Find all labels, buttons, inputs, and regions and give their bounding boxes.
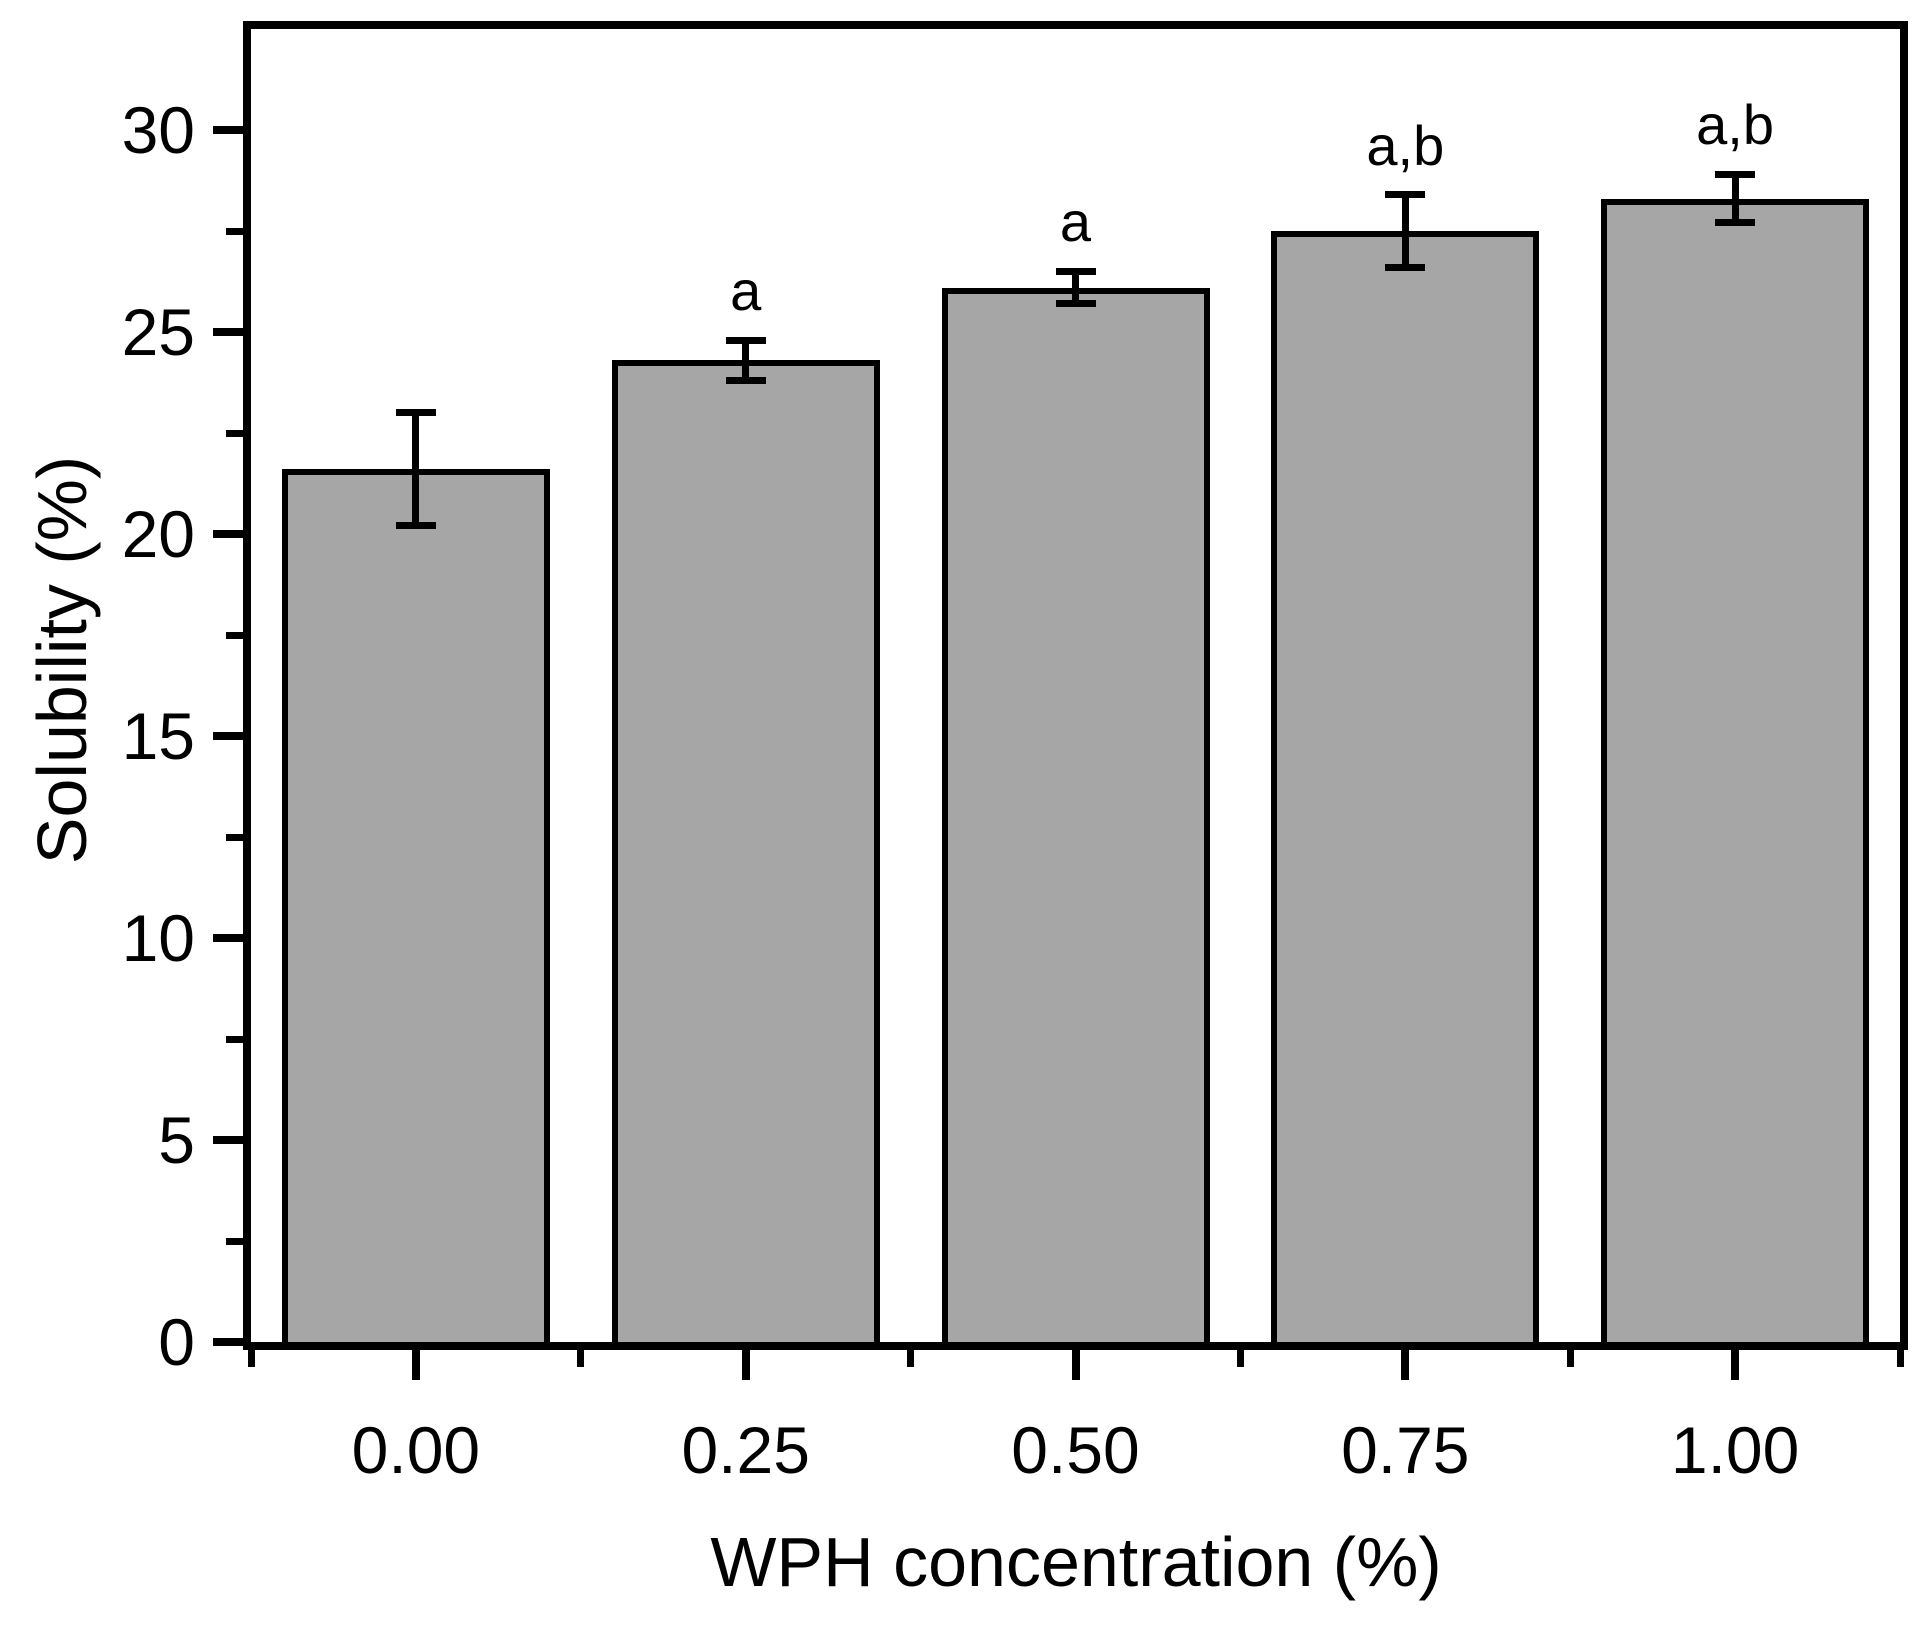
error-bar-bottom-cap	[395, 522, 436, 530]
x-minor-tick	[1566, 1342, 1574, 1367]
error-bar-bottom-cap	[725, 376, 766, 384]
y-minor-tick	[226, 429, 243, 437]
significance-label: a,b	[1366, 113, 1445, 177]
y-tick-label: 25	[121, 295, 195, 369]
x-minor-tick	[247, 1342, 255, 1367]
x-major-tick	[741, 1342, 750, 1380]
x-tick-label: 0.25	[681, 1413, 810, 1487]
y-minor-tick	[226, 833, 243, 841]
y-major-tick	[213, 1338, 243, 1346]
y-major-tick	[213, 732, 243, 740]
x-tick-label: 0.75	[1341, 1413, 1470, 1487]
error-bar-top-cap	[1385, 191, 1426, 199]
significance-label: a	[730, 259, 762, 323]
x-minor-tick	[577, 1342, 585, 1367]
y-tick-label: 15	[121, 699, 195, 773]
x-major-tick	[1401, 1342, 1410, 1380]
y-tick-label: 20	[121, 497, 195, 571]
y-minor-tick	[226, 1237, 243, 1245]
x-major-tick	[1071, 1342, 1080, 1380]
error-bar-line	[742, 340, 750, 381]
x-minor-tick	[1896, 1342, 1904, 1367]
error-bar-line	[412, 412, 420, 526]
y-major-tick	[213, 328, 243, 336]
x-major-tick	[411, 1342, 420, 1380]
error-bar-top-cap	[1055, 267, 1096, 275]
y-tick-label: 30	[121, 93, 195, 167]
x-axis-title: WPH concentration (%)	[710, 1523, 1442, 1601]
bar-0.50	[941, 287, 1210, 1342]
x-tick-label: 0.00	[351, 1413, 481, 1487]
x-tick-label: 1.00	[1670, 1413, 1800, 1487]
bar-0.25	[611, 360, 880, 1342]
y-major-tick	[213, 530, 243, 538]
y-tick-label: 0	[158, 1305, 195, 1379]
bar-1.00	[1601, 198, 1870, 1342]
x-minor-tick	[1236, 1342, 1244, 1367]
error-bar-line	[1072, 271, 1079, 304]
error-bar-line	[1401, 194, 1409, 268]
y-major-tick	[213, 1136, 243, 1144]
significance-label: a,b	[1696, 93, 1775, 157]
y-major-tick	[213, 934, 243, 942]
bar-0.00	[281, 469, 550, 1342]
error-bar-bottom-cap	[1385, 263, 1426, 271]
x-major-tick	[1731, 1342, 1740, 1380]
y-minor-tick	[226, 227, 243, 235]
y-tick-label: 5	[158, 1103, 195, 1177]
error-bar-top-cap	[395, 409, 436, 417]
error-bar-bottom-cap	[1055, 300, 1096, 308]
x-minor-tick	[907, 1342, 915, 1367]
y-tick-label: 10	[121, 901, 195, 975]
significance-label: a	[1059, 190, 1092, 254]
bar-0.75	[1271, 231, 1540, 1342]
y-minor-tick	[226, 631, 243, 639]
error-bar-bottom-cap	[1715, 219, 1756, 227]
error-bar-top-cap	[1715, 170, 1756, 178]
error-bar-line	[1731, 174, 1739, 223]
y-minor-tick	[226, 1035, 243, 1043]
x-tick-label: 0.50	[1011, 1413, 1140, 1487]
y-major-tick	[213, 126, 243, 134]
error-bar-top-cap	[725, 336, 766, 344]
y-axis-title: Solubility (%)	[23, 455, 101, 865]
